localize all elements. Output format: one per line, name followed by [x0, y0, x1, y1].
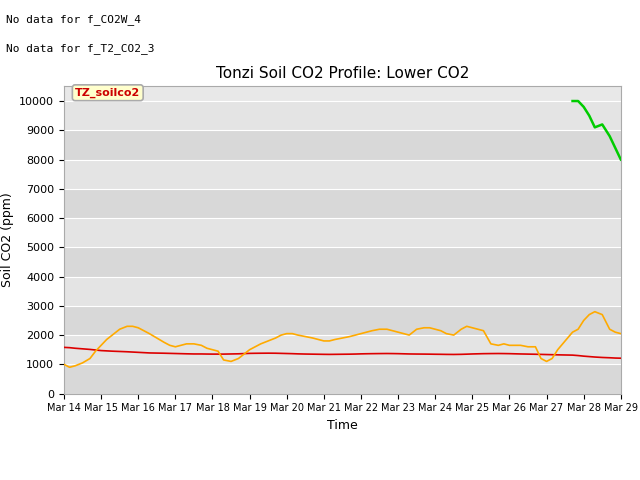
Bar	[64, 247, 621, 276]
Bar	[64, 364, 621, 394]
Bar	[64, 276, 621, 306]
Title: Tonzi Soil CO2 Profile: Lower CO2: Tonzi Soil CO2 Profile: Lower CO2	[216, 66, 469, 81]
Bar	[64, 218, 621, 247]
Bar	[64, 335, 621, 364]
Bar	[64, 189, 621, 218]
Bar	[64, 159, 621, 189]
X-axis label: Time: Time	[327, 419, 358, 432]
Bar	[64, 306, 621, 335]
Text: No data for f_CO2W_4: No data for f_CO2W_4	[6, 14, 141, 25]
Text: No data for f_T2_CO2_3: No data for f_T2_CO2_3	[6, 43, 155, 54]
Text: TZ_soilco2: TZ_soilco2	[75, 88, 140, 98]
Bar	[64, 130, 621, 159]
Bar	[64, 101, 621, 130]
Y-axis label: Soil CO2 (ppm): Soil CO2 (ppm)	[1, 192, 13, 288]
